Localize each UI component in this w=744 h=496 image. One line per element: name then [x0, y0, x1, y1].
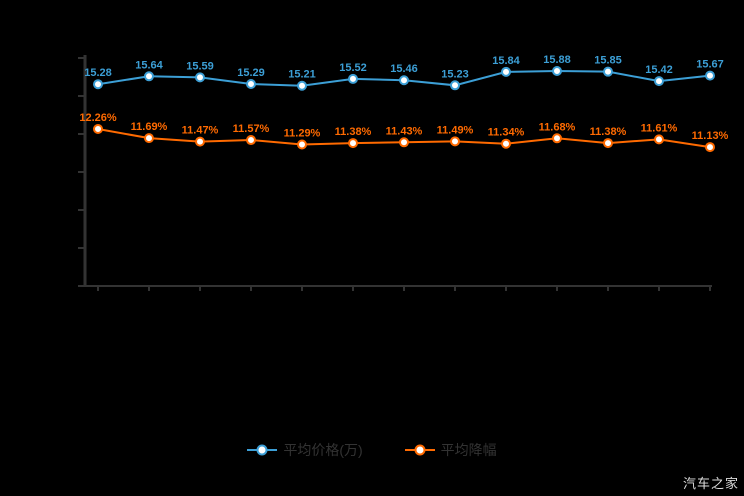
svg-text:11.38%: 11.38% — [335, 126, 372, 138]
svg-text:15.59: 15.59 — [186, 60, 214, 72]
svg-text:11.68%: 11.68% — [539, 121, 576, 133]
svg-text:11.61%: 11.61% — [641, 122, 678, 134]
svg-text:11.43%: 11.43% — [386, 125, 423, 137]
svg-text:11.13%: 11.13% — [692, 130, 729, 142]
legend-label-average-price: 平均价格(万) — [283, 442, 363, 458]
chart-legend: 平均价格(万) 平均降幅 — [0, 440, 744, 460]
line-circle-marker-icon — [404, 444, 435, 456]
svg-text:15.23: 15.23 — [441, 68, 469, 80]
svg-text:11.57%: 11.57% — [233, 123, 270, 135]
svg-text:11.29%: 11.29% — [284, 128, 321, 140]
svg-text:11.38%: 11.38% — [590, 126, 627, 138]
legend-label-average-discount: 平均降幅 — [440, 442, 497, 458]
svg-text:15.64: 15.64 — [135, 59, 163, 71]
svg-text:15.42: 15.42 — [645, 64, 673, 76]
svg-text:11.69%: 11.69% — [131, 121, 168, 133]
svg-text:12.26%: 12.26% — [79, 112, 117, 124]
svg-text:15.28: 15.28 — [84, 67, 112, 79]
line-circle-marker-icon — [247, 444, 278, 456]
svg-text:15.88: 15.88 — [543, 54, 571, 66]
svg-text:15.52: 15.52 — [339, 62, 367, 74]
legend-item-average-discount[interactable]: 平均降幅 — [404, 440, 497, 460]
legend-item-average-price[interactable]: 平均价格(万) — [247, 440, 363, 460]
svg-text:11.34%: 11.34% — [488, 127, 525, 139]
svg-text:15.46: 15.46 — [390, 63, 418, 75]
svg-text:15.85: 15.85 — [594, 55, 622, 67]
svg-text:15.21: 15.21 — [288, 69, 316, 81]
svg-text:11.49%: 11.49% — [437, 124, 474, 136]
svg-text:11.47%: 11.47% — [182, 125, 219, 137]
svg-text:15.84: 15.84 — [492, 55, 520, 67]
autohome-watermark: 汽车之家 — [682, 476, 739, 491]
svg-text:15.29: 15.29 — [237, 67, 265, 79]
svg-text:15.67: 15.67 — [696, 59, 724, 71]
